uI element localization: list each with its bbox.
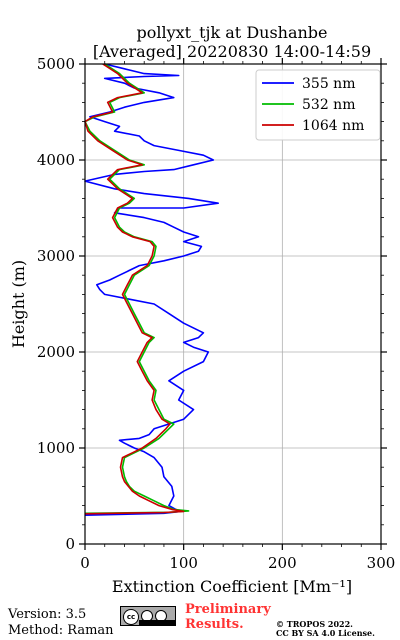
license-strip [139, 620, 175, 625]
version-text: Version: 3.5 [8, 607, 87, 622]
copyright-note: © TROPOS 2022. CC BY SA 4.0 License. [276, 620, 375, 638]
series-line-355-nm [84, 63, 219, 516]
series-line-532-nm [84, 63, 190, 515]
copyright-line1: © TROPOS 2022. [276, 619, 353, 629]
chart-title: pollyxt_tjk at Dushanbe [Averaged] 20220… [93, 23, 371, 61]
y-tick-label: 2000 [37, 343, 75, 361]
legend-box [255, 69, 381, 141]
series-layer [84, 63, 219, 516]
x-tick-label: 300 [367, 554, 396, 572]
x-tick-label: 200 [268, 554, 297, 572]
preliminary-line1: Preliminary [185, 602, 271, 617]
y-tick-label: 0 [65, 535, 75, 553]
plot-frame [84, 63, 382, 545]
chart-title-line1: pollyxt_tjk at Dushanbe [136, 23, 327, 42]
y-tick-label: 3000 [37, 247, 75, 265]
cc-license-badge: cc [120, 606, 176, 626]
y-axis-label: Height (m) [9, 260, 28, 348]
legend-label: 355 nm [302, 76, 355, 92]
x-axis-label: Extinction Coefficient [Mm⁻¹] [112, 577, 352, 596]
preliminary-line2: Results. [185, 617, 244, 632]
y-tick-label: 4000 [37, 151, 75, 169]
preliminary-results-note: Preliminary Results. [185, 602, 271, 632]
chart-title-line2: [Averaged] 20220830 14:00-14:59 [93, 42, 371, 61]
legend-label: 1064 nm [302, 118, 364, 134]
legend: 355 nm 532 nm 1064 nm [255, 69, 381, 141]
legend-label: 532 nm [302, 97, 355, 113]
y-tick-label: 1000 [37, 439, 75, 457]
x-tick-label: 100 [169, 554, 198, 572]
copyright-line2: CC BY SA 4.0 License. [276, 628, 375, 638]
y-tick-label: 5000 [37, 55, 75, 73]
series-line-1064-nm [84, 63, 185, 515]
method-text: Method: Raman [8, 623, 114, 638]
cc-icon: cc [123, 609, 139, 625]
x-tick-label: 0 [80, 554, 90, 572]
